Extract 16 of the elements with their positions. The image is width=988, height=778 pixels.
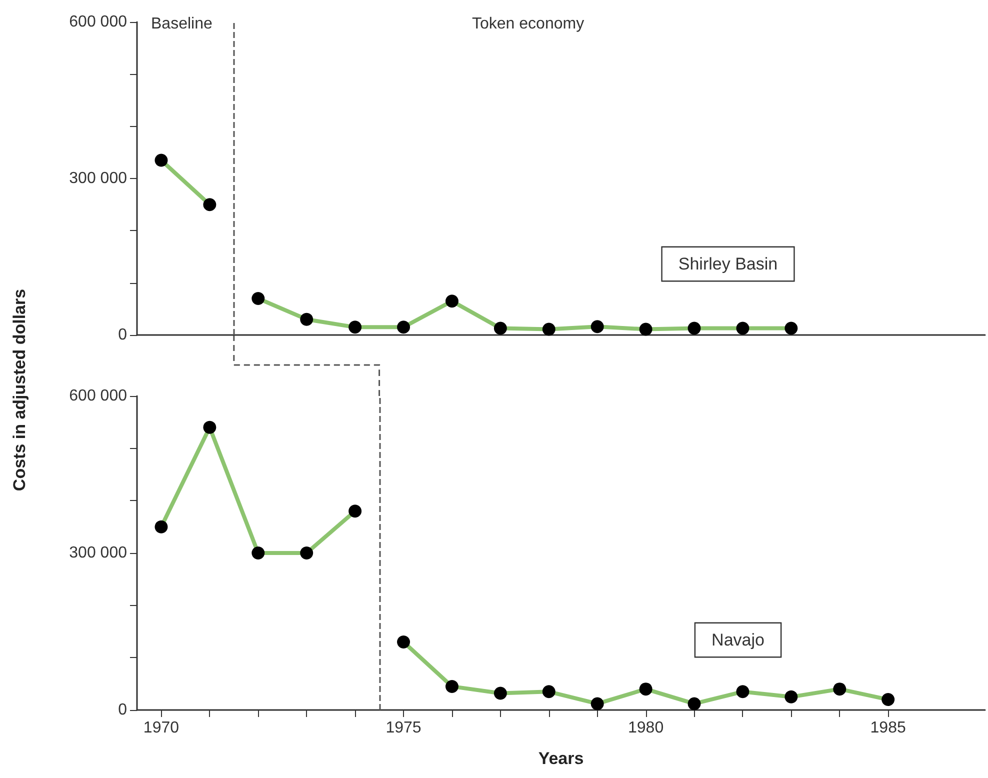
y-tick-label: 300 000 xyxy=(69,170,128,187)
x-tick-label: 1975 xyxy=(386,720,422,736)
y-tick-label: 0 xyxy=(118,702,128,718)
y-tick-label: 300 000 xyxy=(69,544,128,562)
annotation: Baseline xyxy=(151,16,212,32)
text: Navajo xyxy=(712,630,764,650)
y-axis-title: Costs in adjusted dollars xyxy=(10,288,30,492)
y-tick-label: 0 xyxy=(118,326,128,344)
x-tick-label: 1985 xyxy=(870,720,906,736)
x-tick-label: 1970 xyxy=(143,720,180,736)
x-tick-label: 1980 xyxy=(628,720,664,736)
y-tick-label: 600 000 xyxy=(69,388,128,404)
annotation: Token economy xyxy=(472,16,584,32)
y-tick-label: 600 000 xyxy=(69,14,128,30)
text: Shirley Basin xyxy=(678,254,778,274)
x-axis-title: Years xyxy=(538,749,584,768)
